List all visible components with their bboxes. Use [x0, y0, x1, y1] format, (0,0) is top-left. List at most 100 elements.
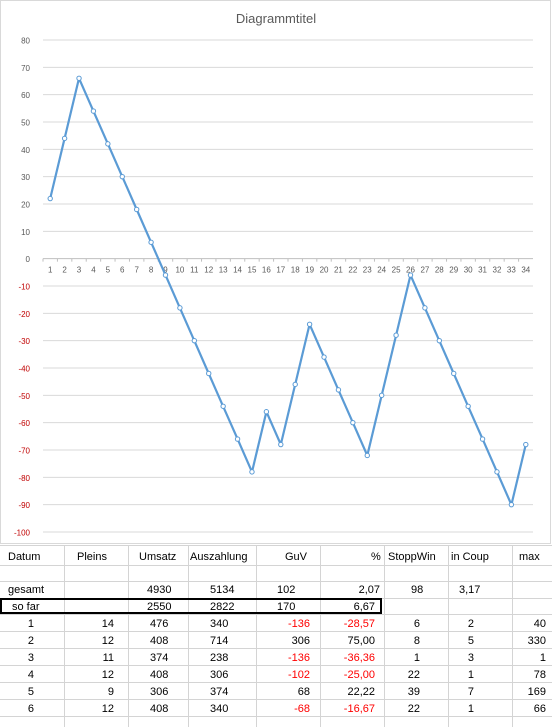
data-point[interactable] — [234, 436, 241, 442]
cell-datum[interactable]: 6 — [27, 703, 34, 715]
cell-incoup[interactable]: 2 — [467, 618, 474, 630]
data-point[interactable] — [61, 135, 68, 142]
cell-datum[interactable]: 3 — [27, 652, 34, 664]
data-point[interactable] — [191, 337, 198, 344]
data-point[interactable] — [148, 239, 154, 245]
cell-umsatz[interactable]: 408 — [150, 669, 169, 681]
line-chart[interactable]: Diagrammtitel 80 70 60 50 40 30 20 10 0 -10 -20 -30… — [0, 0, 552, 545]
header-max[interactable]: max — [519, 551, 540, 563]
sofar-pct[interactable]: 6,67 — [353, 601, 375, 613]
gesamt-umsatz[interactable]: 4930 — [147, 584, 172, 596]
cell-pleins[interactable]: 12 — [101, 669, 114, 681]
data-point[interactable] — [508, 501, 515, 508]
header-umsatz[interactable]: Umsatz — [139, 551, 177, 563]
header-pct[interactable]: % — [371, 551, 381, 563]
cell-guv[interactable]: -136 — [287, 652, 310, 664]
gesamt-guv[interactable]: 102 — [277, 584, 296, 596]
cell-pleins[interactable]: 14 — [101, 618, 114, 630]
data-point[interactable] — [76, 75, 82, 81]
data-point[interactable] — [479, 436, 486, 442]
cell-umsatz[interactable]: 374 — [150, 652, 169, 664]
cell-datum[interactable]: 5 — [27, 686, 34, 698]
cell-stoppwin[interactable]: 22 — [407, 669, 420, 681]
cell-auszahlung[interactable]: 340 — [210, 618, 229, 630]
data-point[interactable] — [263, 409, 270, 415]
cell-stoppwin[interactable]: 6 — [413, 618, 420, 630]
data-point[interactable] — [162, 272, 169, 278]
cell-auszahlung[interactable]: 306 — [210, 669, 229, 681]
data-point[interactable] — [105, 141, 111, 147]
data-point[interactable] — [364, 452, 370, 459]
data-point[interactable] — [422, 305, 428, 311]
gesamt-pct[interactable]: 2,07 — [358, 584, 380, 596]
data-point[interactable] — [523, 441, 529, 448]
cell-guv[interactable]: -136 — [287, 618, 310, 630]
cell-pct[interactable]: -25,00 — [343, 669, 375, 681]
cell-umsatz[interactable]: 408 — [150, 703, 169, 715]
data-point[interactable] — [220, 403, 226, 409]
series-line[interactable] — [49, 77, 527, 506]
cell-pct[interactable]: 22,22 — [347, 686, 375, 698]
cell-guv[interactable]: 306 — [291, 635, 310, 647]
cell-max[interactable]: 169 — [527, 686, 546, 698]
cell-pct[interactable]: -36,36 — [343, 652, 375, 664]
sofar-label[interactable]: so far — [12, 601, 40, 613]
data-point[interactable] — [350, 419, 356, 426]
cell-datum[interactable]: 1 — [27, 618, 34, 630]
gesamt-incoup[interactable]: 3,17 — [459, 584, 481, 596]
header-auszahlung[interactable]: Auszahlung — [190, 551, 248, 563]
header-pleins[interactable]: Pleins — [77, 551, 107, 563]
cell-auszahlung[interactable]: 238 — [210, 652, 229, 664]
data-point[interactable] — [292, 381, 298, 388]
cell-max[interactable]: 78 — [533, 669, 546, 681]
cell-umsatz[interactable]: 408 — [150, 635, 169, 647]
cell-guv[interactable]: -102 — [287, 669, 310, 681]
data-point[interactable] — [177, 305, 183, 311]
cell-umsatz[interactable]: 476 — [150, 618, 169, 630]
cell-incoup[interactable]: 3 — [467, 652, 474, 664]
data-point[interactable] — [47, 195, 53, 202]
gesamt-stoppwin[interactable]: 98 — [411, 584, 424, 596]
header-guv[interactable]: GuV — [285, 551, 308, 563]
data-point[interactable] — [407, 272, 414, 278]
data-point[interactable] — [436, 337, 443, 344]
cell-umsatz[interactable]: 306 — [150, 686, 169, 698]
header-incoup[interactable]: in Coup — [451, 551, 489, 563]
chart-title[interactable]: Diagrammtitel — [236, 11, 316, 26]
cell-guv[interactable]: 68 — [297, 686, 310, 698]
data-point[interactable] — [206, 370, 212, 377]
cell-pleins[interactable]: 12 — [101, 635, 114, 647]
sofar-umsatz[interactable]: 2550 — [147, 601, 172, 613]
gesamt-label[interactable]: gesamt — [8, 584, 45, 596]
data-point[interactable] — [90, 108, 97, 114]
cell-datum[interactable]: 2 — [27, 635, 34, 647]
cell-max[interactable]: 1 — [539, 652, 546, 664]
cell-max[interactable]: 66 — [533, 703, 546, 715]
cell-max[interactable]: 40 — [533, 618, 546, 630]
header-datum[interactable]: Datum — [8, 551, 41, 563]
sofar-auszahlung[interactable]: 2822 — [210, 601, 235, 613]
cell-auszahlung[interactable]: 340 — [210, 703, 229, 715]
cell-stoppwin[interactable]: 1 — [413, 652, 420, 664]
data-point[interactable] — [451, 370, 457, 377]
cell-pct[interactable]: -28,57 — [343, 618, 375, 630]
cell-auszahlung[interactable]: 374 — [210, 686, 229, 698]
cell-incoup[interactable]: 1 — [467, 703, 474, 715]
cell-pleins[interactable]: 11 — [102, 652, 114, 664]
cell-pct[interactable]: 75,00 — [347, 635, 375, 647]
data-point[interactable] — [119, 173, 125, 180]
data-point[interactable] — [465, 403, 471, 409]
data-point[interactable] — [335, 387, 342, 393]
header-stoppwin[interactable]: StoppWin — [388, 551, 436, 563]
cell-incoup[interactable]: 5 — [467, 635, 474, 647]
data-point[interactable] — [393, 332, 399, 338]
cell-pct[interactable]: -16,67 — [343, 703, 375, 715]
data-point[interactable] — [321, 354, 327, 360]
data-point[interactable] — [133, 206, 140, 213]
data-point[interactable] — [278, 441, 284, 448]
data-point[interactable] — [249, 469, 255, 475]
cell-pleins[interactable]: 12 — [101, 703, 114, 715]
data-point[interactable] — [306, 321, 313, 327]
cell-stoppwin[interactable]: 39 — [407, 686, 420, 698]
cell-guv[interactable]: -68 — [294, 703, 310, 715]
